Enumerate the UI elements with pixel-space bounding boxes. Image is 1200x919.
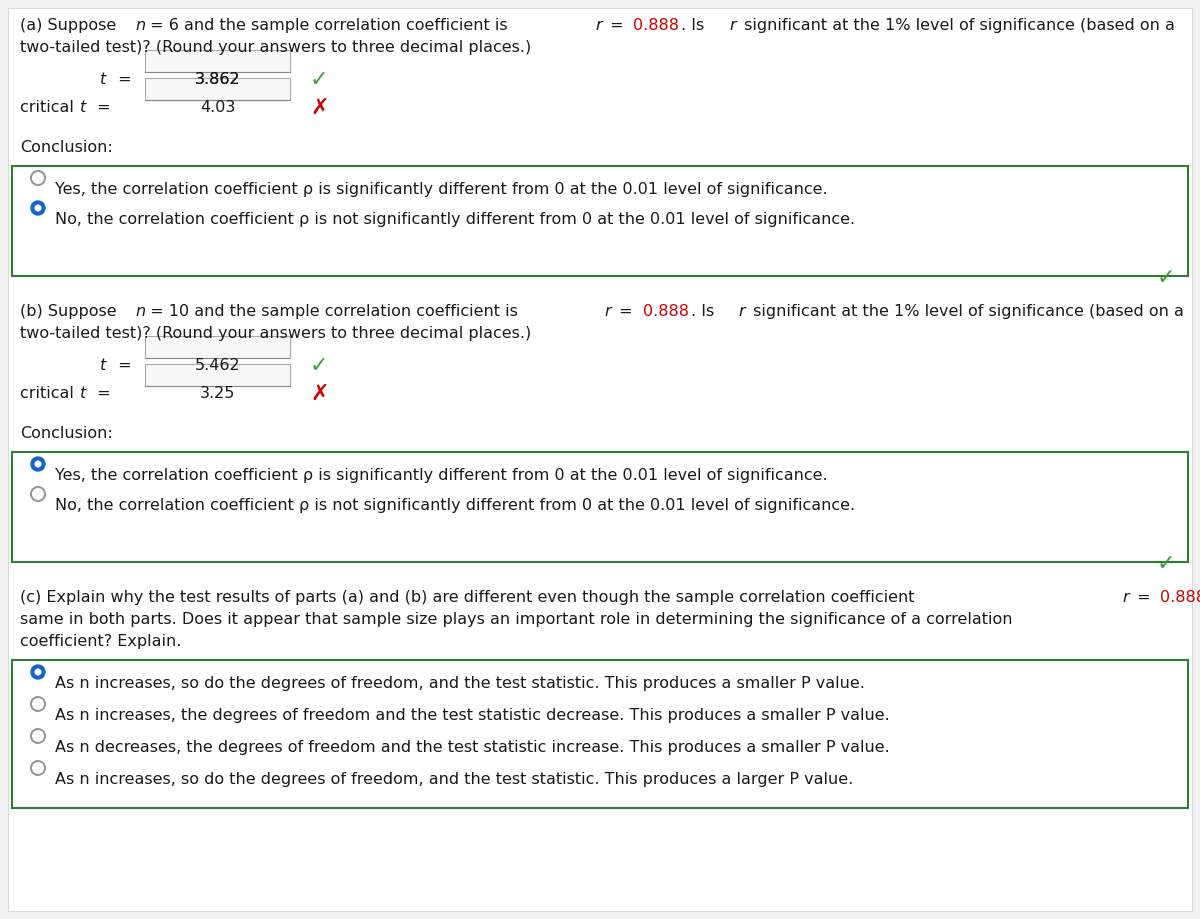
Text: Conclusion:: Conclusion:	[20, 426, 113, 441]
Text: =: =	[113, 72, 137, 87]
Text: As n increases, the degrees of freedom and the test statistic decrease. This pro: As n increases, the degrees of freedom a…	[55, 708, 889, 723]
Text: 3.862: 3.862	[194, 72, 240, 87]
Circle shape	[31, 457, 46, 471]
Text: No, the correlation coefficient ρ is not significantly different from 0 at the 0: No, the correlation coefficient ρ is not…	[55, 498, 856, 513]
Text: 4.03: 4.03	[200, 100, 235, 115]
Text: =: =	[92, 100, 115, 115]
Text: 5.462: 5.462	[194, 358, 240, 373]
Text: ✓: ✓	[1157, 554, 1175, 574]
FancyBboxPatch shape	[145, 50, 290, 72]
Text: two-tailed test)? (Round your answers to three decimal places.): two-tailed test)? (Round your answers to…	[20, 326, 532, 341]
Text: As n increases, so do the degrees of freedom, and the test statistic. This produ: As n increases, so do the degrees of fre…	[55, 676, 865, 691]
Text: As n decreases, the degrees of freedom and the test statistic increase. This pro: As n decreases, the degrees of freedom a…	[55, 740, 889, 755]
FancyBboxPatch shape	[8, 8, 1192, 911]
Text: (c) Explain why the test results of parts (a) and (b) are different even though : (c) Explain why the test results of part…	[20, 590, 919, 605]
FancyBboxPatch shape	[145, 336, 290, 358]
Text: . Is: . Is	[682, 18, 709, 33]
Text: t: t	[100, 72, 107, 87]
Text: r: r	[605, 304, 611, 319]
Text: =: =	[605, 18, 629, 33]
Text: = 10 and the sample correlation coefficient is: = 10 and the sample correlation coeffici…	[144, 304, 522, 319]
Text: 0.888: 0.888	[1160, 590, 1200, 605]
Text: r: r	[595, 18, 601, 33]
FancyBboxPatch shape	[145, 78, 290, 100]
Text: n: n	[134, 18, 145, 33]
Text: Yes, the correlation coefficient ρ is significantly different from 0 at the 0.01: Yes, the correlation coefficient ρ is si…	[55, 468, 828, 483]
Text: ✓: ✓	[1157, 268, 1175, 288]
Text: ✗: ✗	[310, 98, 329, 118]
Text: . Is: . Is	[691, 304, 719, 319]
Text: n: n	[134, 304, 145, 319]
Text: Yes, the correlation coefficient ρ is significantly different from 0 at the 0.01: Yes, the correlation coefficient ρ is si…	[55, 182, 828, 197]
FancyBboxPatch shape	[12, 660, 1188, 808]
Text: No, the correlation coefficient ρ is not significantly different from 0 at the 0: No, the correlation coefficient ρ is not…	[55, 212, 856, 227]
Text: (b) Suppose: (b) Suppose	[20, 304, 121, 319]
Text: significant at the 1% level of significance (based on a: significant at the 1% level of significa…	[749, 304, 1184, 319]
Text: ✗: ✗	[310, 384, 329, 404]
Text: 3.25: 3.25	[200, 386, 235, 401]
Text: significant at the 1% level of significance (based on a: significant at the 1% level of significa…	[739, 18, 1175, 33]
Text: r: r	[1122, 590, 1129, 605]
Circle shape	[35, 205, 41, 210]
Text: coefficient? Explain.: coefficient? Explain.	[20, 634, 181, 649]
Text: 0.888: 0.888	[643, 304, 689, 319]
Circle shape	[31, 201, 46, 215]
Text: =: =	[92, 386, 115, 401]
Text: =: =	[614, 304, 638, 319]
Text: 0.888: 0.888	[634, 18, 679, 33]
Text: critical: critical	[20, 100, 79, 115]
Text: two-tailed test)? (Round your answers to three decimal places.): two-tailed test)? (Round your answers to…	[20, 40, 532, 55]
Text: 3.862: 3.862	[194, 72, 240, 87]
FancyBboxPatch shape	[12, 452, 1188, 562]
Text: =: =	[113, 358, 137, 373]
Text: = 6 and the sample correlation coefficient is: = 6 and the sample correlation coefficie…	[144, 18, 512, 33]
Text: t: t	[80, 386, 86, 401]
Text: same in both parts. Does it appear that sample size plays an important role in d: same in both parts. Does it appear that …	[20, 612, 1013, 627]
Text: =: =	[1132, 590, 1156, 605]
FancyBboxPatch shape	[145, 364, 290, 386]
Text: t: t	[80, 100, 86, 115]
Text: (a) Suppose: (a) Suppose	[20, 18, 121, 33]
Text: Conclusion:: Conclusion:	[20, 140, 113, 155]
FancyBboxPatch shape	[12, 166, 1188, 276]
Circle shape	[31, 665, 46, 679]
Text: critical: critical	[20, 386, 79, 401]
Circle shape	[35, 669, 41, 675]
Text: r: r	[739, 304, 745, 319]
Text: t: t	[100, 358, 107, 373]
Text: r: r	[730, 18, 736, 33]
Text: As n increases, so do the degrees of freedom, and the test statistic. This produ: As n increases, so do the degrees of fre…	[55, 772, 853, 787]
Circle shape	[35, 461, 41, 467]
Text: ✓: ✓	[310, 70, 329, 90]
Text: ✓: ✓	[310, 356, 329, 376]
